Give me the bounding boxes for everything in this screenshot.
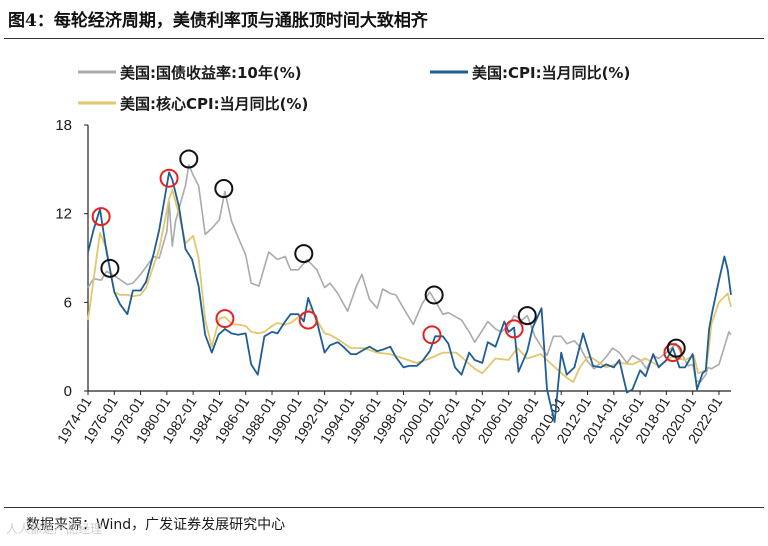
black-circle-marker — [179, 149, 199, 169]
chart-title: 图4：每轮经济周期，美债利率顶与通胀顶时间大致相齐 — [8, 11, 428, 31]
legend-label-yield: 美国:国债收益率:10年(%) — [120, 64, 302, 82]
legend-label-cpi: 美国:CPI:当月同比(%) — [472, 64, 630, 82]
series-line-core — [87, 189, 732, 383]
y-tick-label: 6 — [64, 294, 72, 311]
y-tick-label: 12 — [55, 206, 72, 223]
plot-area: 0612181974-011976-011978-011980-011982-0… — [54, 117, 732, 446]
series-line-yield — [87, 164, 732, 383]
watermark: 人人都是产品经理 — [6, 522, 103, 536]
series-line-cpi — [87, 171, 732, 423]
red-circle-marker — [159, 168, 179, 188]
source-note: 数据来源：Wind，广发证券发展研究中心 — [26, 517, 286, 533]
legend: 美国:国债收益率:10年(%) 美国:CPI:当月同比(%) 美国:核心CPI:… — [78, 64, 630, 113]
y-tick-label: 0 — [64, 383, 72, 400]
red-circle-marker — [663, 343, 683, 363]
red-circle-marker — [91, 207, 111, 227]
red-circle-marker — [504, 319, 524, 339]
red-circle-marker — [298, 310, 318, 330]
black-circle-marker — [294, 244, 314, 264]
black-circle-marker — [214, 179, 234, 199]
black-circle-marker — [666, 338, 686, 358]
black-circle-marker — [424, 285, 444, 305]
line-chart: 美国:国债收益率:10年(%) 美国:CPI:当月同比(%) 美国:核心CPI:… — [54, 64, 732, 446]
footer-rule — [4, 507, 764, 508]
legend-label-core: 美国:核心CPI:当月同比(%) — [120, 95, 308, 113]
red-circle-marker — [215, 309, 235, 329]
y-tick-label: 18 — [55, 117, 72, 134]
black-circle-marker — [100, 258, 120, 278]
title-rule — [4, 38, 764, 39]
red-circle-marker — [422, 325, 442, 345]
black-circle-marker — [517, 306, 537, 326]
